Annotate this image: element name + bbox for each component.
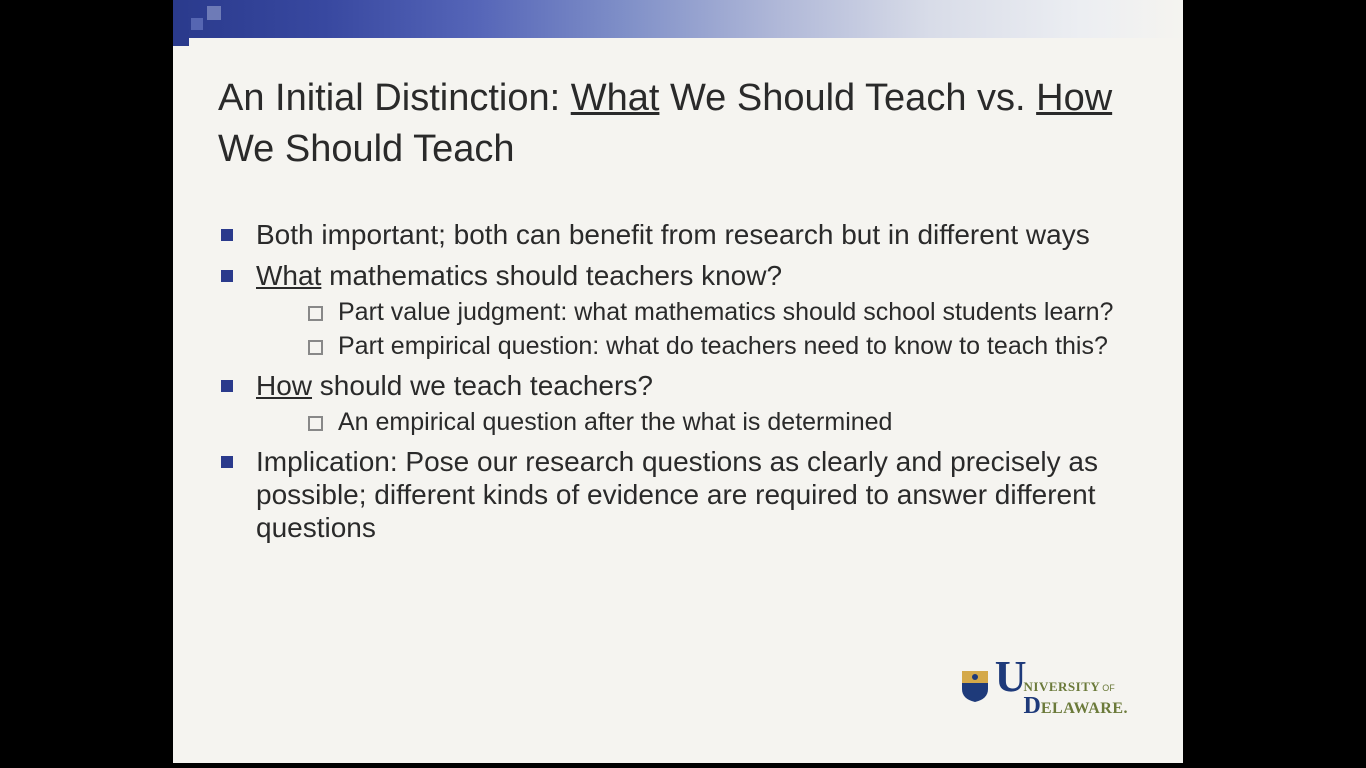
logo-text: U NIVERSITYOF DELAWARE. — [995, 655, 1128, 718]
logo-of-text: OF — [1102, 683, 1115, 693]
sub-list: An empirical question after the what is … — [256, 408, 1138, 437]
university-logo: U NIVERSITYOF DELAWARE. — [960, 655, 1128, 718]
sub-text: Part value judgment: what mathematics sh… — [338, 298, 1113, 326]
logo-letter-u: U — [995, 655, 1027, 699]
sub-item: An empirical question after the what is … — [256, 408, 1138, 437]
bullet-text: should we teach teachers? — [312, 370, 653, 401]
title-part-1: An Initial Distinction: — [218, 77, 571, 119]
bullet-text: Both important; both can benefit from re… — [256, 219, 1090, 250]
title-underline-how: How — [1036, 77, 1112, 119]
title-underline-what: What — [571, 77, 660, 119]
logo-period: . — [1124, 700, 1129, 717]
slide-top-bar — [173, 0, 1183, 38]
logo-delaware-text: ELAWARE — [1041, 700, 1124, 717]
sub-text: An empirical question after the what is … — [338, 408, 892, 436]
deco-square-1 — [173, 30, 189, 46]
bullet-item: What mathematics should teachers know? P… — [218, 259, 1138, 362]
logo-letter-d: D — [1024, 693, 1041, 719]
logo-rest: NIVERSITYOF DELAWARE. — [1024, 680, 1128, 718]
sub-list: Part value judgment: what mathematics sh… — [256, 298, 1138, 362]
slide-content: An Initial Distinction: What We Should T… — [173, 38, 1183, 572]
logo-shield-icon — [960, 669, 990, 703]
sub-item: Part value judgment: what mathematics sh… — [256, 298, 1138, 327]
bullet-text: Implication: Pose our research questions… — [256, 446, 1098, 543]
bullet-item: Implication: Pose our research questions… — [218, 445, 1138, 544]
slide-title: An Initial Distinction: What We Should T… — [218, 73, 1138, 176]
bullet-text: mathematics should teachers know? — [321, 260, 782, 291]
deco-square-2 — [191, 18, 203, 30]
bullet-item: How should we teach teachers? An empiric… — [218, 369, 1138, 437]
corner-decoration — [173, 0, 228, 50]
sub-text: Part empirical question: what do teacher… — [338, 332, 1108, 360]
bullet-underline-what: What — [256, 260, 321, 291]
sub-item: Part empirical question: what do teacher… — [256, 332, 1138, 361]
bullet-list: Both important; both can benefit from re… — [218, 218, 1138, 544]
deco-square-3 — [207, 6, 221, 20]
bullet-underline-how: How — [256, 370, 312, 401]
slide-container: An Initial Distinction: What We Should T… — [173, 0, 1183, 763]
title-part-3: We Should Teach — [218, 128, 514, 170]
title-part-2: We Should Teach vs. — [659, 77, 1036, 119]
logo-university-text: NIVERSITY — [1024, 679, 1101, 694]
bullet-item: Both important; both can benefit from re… — [218, 218, 1138, 251]
